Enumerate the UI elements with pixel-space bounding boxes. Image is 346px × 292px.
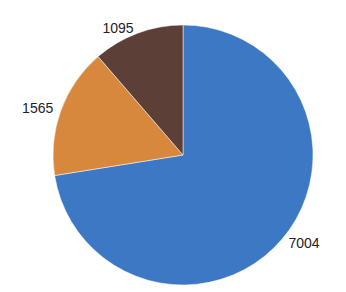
svg-text:1095: 1095 — [102, 20, 133, 36]
svg-text:1565: 1565 — [22, 100, 53, 116]
svg-text:7004: 7004 — [288, 235, 319, 251]
